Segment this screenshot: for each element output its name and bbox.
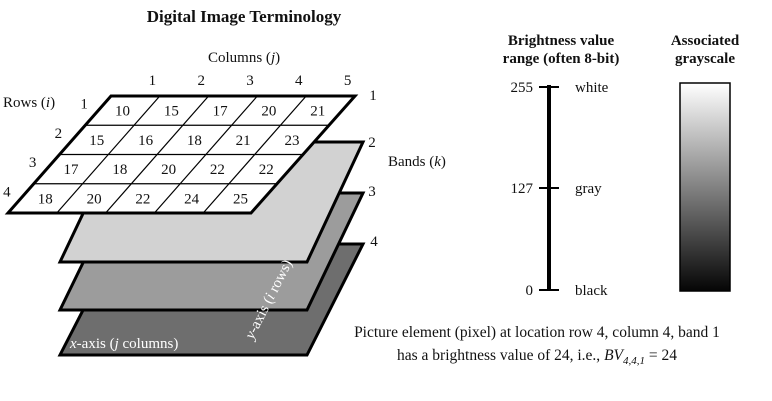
- row-number: 2: [55, 126, 63, 142]
- brightness-title-line1: Brightness value: [508, 33, 615, 49]
- brightness-scale-ticks: 255 white 127 gray 0 black: [511, 80, 609, 299]
- row-number: 4: [3, 184, 11, 200]
- grayscale-gradient-bar: [679, 82, 731, 292]
- row-numbers: 1 2 3 4: [3, 97, 88, 201]
- pixel-value: 18: [187, 133, 202, 149]
- scale-tick-value: 127: [511, 181, 534, 197]
- band-number: 4: [370, 234, 378, 250]
- column-number: 2: [197, 73, 205, 89]
- grayscale-title-line1: Associated: [671, 33, 740, 49]
- scale-tick-value: 255: [511, 80, 534, 96]
- pixel-value: 20: [161, 162, 176, 178]
- scale-tick-label: gray: [575, 181, 602, 197]
- pixel-value: 21: [236, 133, 251, 149]
- pixel-value: 16: [138, 133, 154, 149]
- pixel-value: 20: [87, 191, 102, 207]
- columns-label: Columns (j): [208, 50, 280, 66]
- grayscale-title-line2: grayscale: [675, 51, 735, 67]
- row-number: 1: [80, 97, 88, 113]
- pixel-value: 21: [310, 104, 325, 120]
- band-number: 2: [368, 135, 376, 151]
- column-number: 3: [246, 73, 254, 89]
- bands-label: Bands (k): [388, 154, 446, 170]
- pixel-value: 17: [213, 104, 229, 120]
- row-number: 3: [29, 155, 37, 171]
- scale-tick-label: black: [575, 283, 608, 299]
- band-number: 3: [368, 184, 376, 200]
- band-1-grid-lines: [33, 95, 330, 214]
- scale-tick-value: 0: [526, 283, 534, 299]
- brightness-title-line2: range (often 8-bit): [503, 51, 620, 67]
- caption-line1: Picture element (pixel) at location row …: [354, 324, 720, 341]
- rows-label: Rows (i): [3, 95, 55, 111]
- column-number: 4: [295, 73, 303, 89]
- pixel-value: 15: [89, 133, 104, 149]
- band-number: 1: [369, 88, 377, 104]
- pixel-value: 22: [135, 191, 150, 207]
- pixel-value: 20: [261, 104, 276, 120]
- pixel-value: 18: [112, 162, 127, 178]
- pixel-value: 15: [164, 104, 179, 120]
- pixel-value: 23: [284, 133, 299, 149]
- pixel-value: 22: [210, 162, 225, 178]
- pixel-value: 24: [184, 191, 200, 207]
- column-number: 5: [344, 73, 352, 89]
- column-number: 1: [149, 73, 157, 89]
- column-numbers: 1 2 3 4 5: [149, 73, 352, 89]
- band-1-pixel-values: 10 15 17 20 21 15 16 18 21 23 17 18 20 22 22 18 20 22 24 25: [38, 104, 325, 208]
- pixel-value: 22: [259, 162, 274, 178]
- band-numbers: 1 2 3 4: [368, 88, 378, 250]
- x-axis-label: x-axis (j columns): [69, 336, 178, 352]
- scale-tick-label: white: [575, 80, 609, 96]
- pixel-value: 18: [38, 191, 53, 207]
- pixel-value: 17: [64, 162, 80, 178]
- diagram-title: Digital Image Terminology: [147, 7, 342, 26]
- caption-line2: has a brightness value of 24, i.e., BV4,…: [397, 347, 677, 367]
- pixel-value: 25: [233, 191, 248, 207]
- pixel-value: 10: [115, 104, 130, 120]
